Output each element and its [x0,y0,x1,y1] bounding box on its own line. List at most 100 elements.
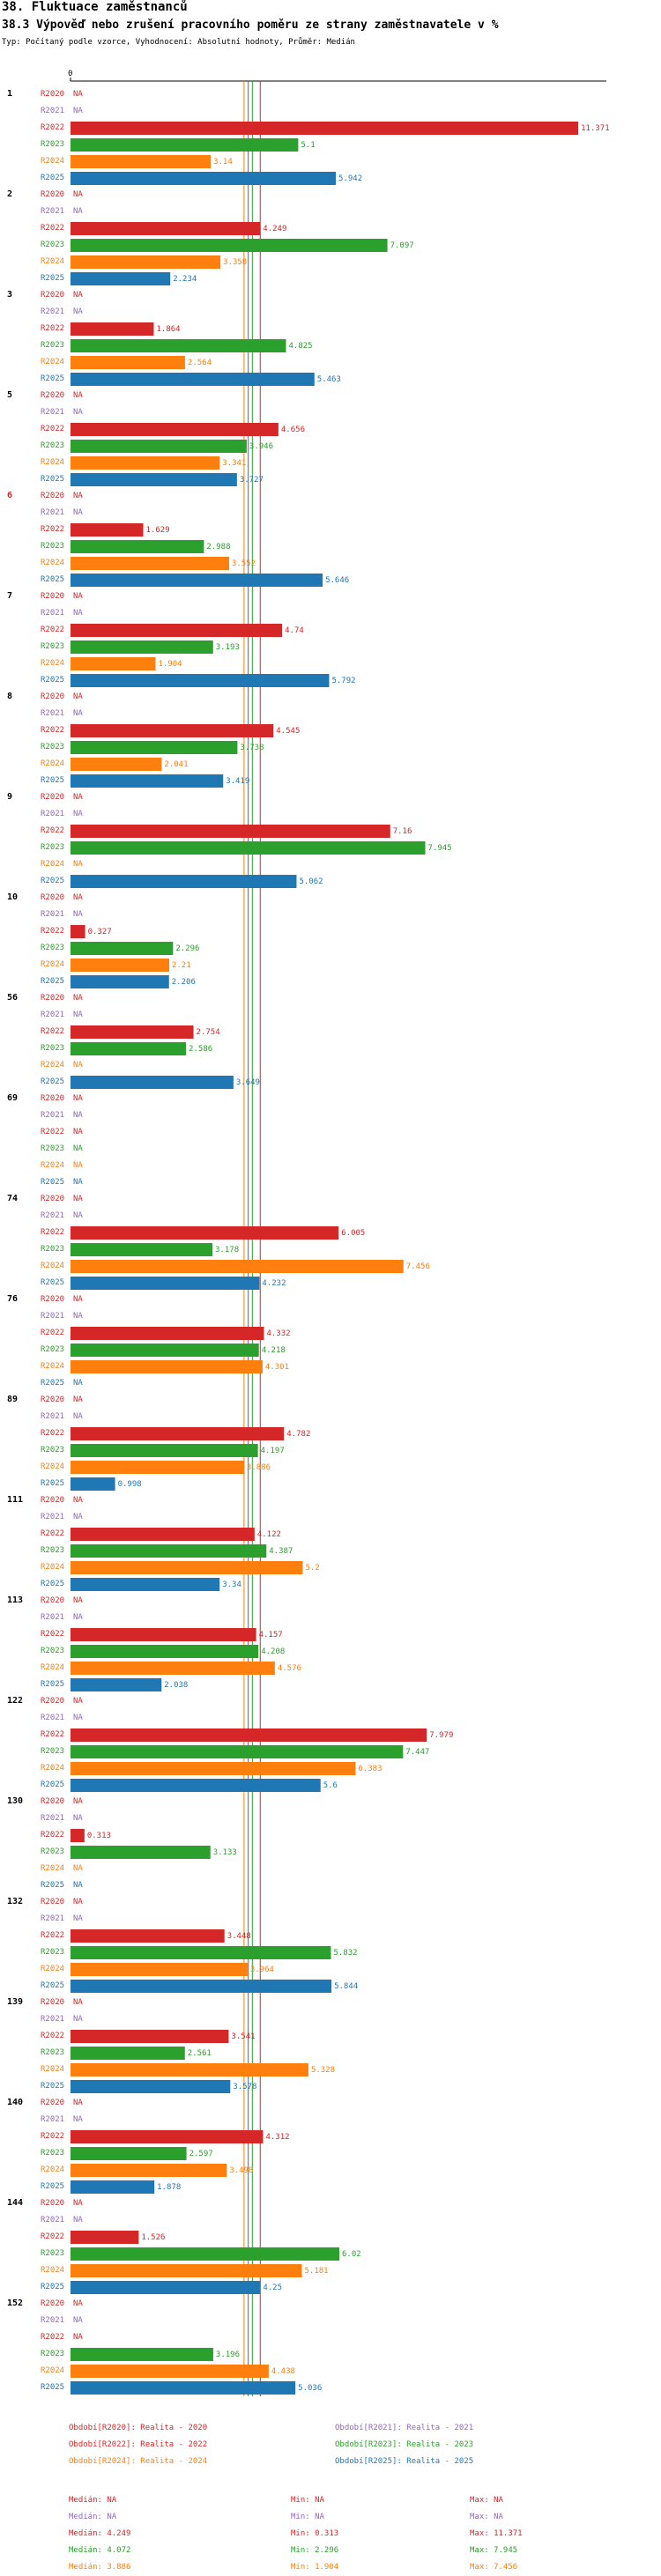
bar-value-label: 5.832 [333,1949,357,1958]
series-label: R2025 [41,2082,64,2091]
na-label: NA [73,810,83,818]
series-label: R2022 [41,1931,64,1940]
series-label: R2022 [41,1228,64,1237]
series-label: R2025 [41,2182,64,2191]
series-label: R2020 [41,1998,64,2007]
stat-max-r2023: Max: 7.945 [470,2546,517,2555]
stat-max-r2022: Max: 11.371 [470,2529,523,2538]
group-140: 140 R2020 NA R2021 NA R2022 4.312 R2023 2.597 R20… [7,2098,290,2194]
na-label: NA [73,1613,83,1622]
group-label: 89 [7,1395,18,1404]
na-label: NA [73,408,83,417]
stat-min-r2024: Min: 1.904 [291,2563,338,2572]
series-label: R2023 [41,2048,64,2057]
series-label: R2021 [41,709,64,718]
bar-r2024 [71,1662,275,1675]
bar-value-label: 4.157 [259,1631,283,1640]
na-label: NA [73,1312,83,1321]
series-label: R2020 [41,1797,64,1806]
bar-r2023 [71,640,213,654]
bar-value-label: 2.296 [175,944,199,953]
bar-r2022 [71,1025,194,1039]
series-label: R2025 [41,1780,64,1789]
bar-value-label: 7.979 [429,1731,453,1740]
bar-value-label: 1.904 [158,660,182,669]
bar-value-label: 5.463 [317,375,341,384]
bar-value-label: 5.6 [323,1781,338,1790]
group-7: 7 R2020 NA R2021 NA R2022 4.74 R2023 3.193 R2024 1… [7,591,356,687]
series-label: R2021 [41,1714,64,1722]
series-label: R2024 [41,257,64,266]
series-label: R2022 [41,826,64,835]
series-label: R2022 [41,927,64,936]
bar-value-label: 3.498 [229,2166,253,2175]
series-label: R2023 [41,542,64,551]
series-label: R2024 [41,759,64,768]
series-label: R2021 [41,1010,64,1019]
stat-max-r2024: Max: 7.456 [470,2563,517,2572]
bar-r2025 [71,2180,155,2194]
group-113: 113 R2020 NA R2021 NA R2022 4.157 R2023 4.208 R20… [7,1595,301,1691]
group-label: 130 [7,1796,23,1806]
series-label: R2023 [41,1647,64,1655]
group-111: 111 R2020 NA R2021 NA R2022 4.122 R2023 4.387 R20… [7,1495,320,1591]
series-label: R2021 [41,810,64,818]
bar-value-label: 4.74 [285,626,304,635]
series-label: R2022 [41,2032,64,2040]
bar-value-label: 3.649 [236,1078,260,1087]
bar-value-label: 1.878 [157,2183,181,2192]
group-89: 89 R2020 NA R2021 NA R2022 4.782 R2023 4.197 R202… [7,1395,310,1491]
series-label: R2020 [41,1898,64,1906]
legend-period-r2020: Období[R2020]: Realita - 2020 [69,2424,207,2432]
group-3: 3 R2020 NA R2021 NA R2022 1.864 R2023 4.825 R2024… [7,290,341,386]
bar-r2025 [71,1578,220,1591]
bar-value-label: 3.552 [232,559,256,568]
group-2: 2 R2020 NA R2021 NA R2022 4.249 R2023 7.097 R2024… [7,189,414,285]
legend-period-r2024: Období[R2024]: Realita - 2024 [69,2457,207,2466]
bar-r2024 [71,356,185,369]
series-label: R2022 [41,625,64,634]
na-label: NA [73,1144,83,1153]
stat-median-r2020: Medián: NA [69,2496,117,2505]
bar-value-label: 0.327 [88,928,112,936]
x-axis-tick-label: 0 [68,70,72,78]
series-label: R2022 [41,1128,64,1136]
bar-value-label: 4.656 [281,426,305,434]
bar-r2023 [71,1946,331,1959]
bar-r2024 [71,2063,308,2076]
series-label: R2020 [41,1094,64,1103]
series-label: R2020 [41,391,64,400]
series-label: R2022 [41,1329,64,1337]
bar-r2024 [71,1360,263,1373]
legend: Období[R2020]: Realita - 2020 Období[R202… [69,2424,523,2572]
bar-r2024 [71,959,169,972]
na-label: NA [73,391,83,400]
na-label: NA [73,1697,83,1706]
series-label: R2020 [41,1295,64,1304]
series-label: R2020 [41,1395,64,1404]
bar-r2025 [71,272,171,285]
group-label: 144 [7,2198,23,2208]
series-label: R2023 [41,843,64,852]
bar-r2024 [71,155,212,168]
series-label: R2025 [41,776,64,785]
bar-value-label: 2.597 [189,2150,213,2158]
bar-value-label: 3.578 [233,2083,256,2091]
na-label: NA [73,1178,83,1187]
bar-r2022 [71,523,144,537]
bar-value-label: 3.358 [223,258,247,267]
bar-r2025 [71,373,315,386]
bar-value-label: 2.234 [173,275,197,284]
bar-r2023 [71,1645,259,1658]
group-label: 152 [7,2298,23,2308]
bar-r2025 [71,473,237,486]
group-152: 152 R2020 NA R2021 NA R2022 NA R2023 3.196 R2024 4… [7,2298,322,2395]
series-label: R2024 [41,358,64,366]
bar-r2023 [71,1243,213,1256]
na-label: NA [73,910,83,919]
series-label: R2025 [41,1479,64,1488]
bar-value-label: 0.998 [118,1480,142,1489]
group-label: 10 [7,892,18,902]
group-label: 56 [7,993,18,1003]
bar-r2025 [71,2080,231,2093]
